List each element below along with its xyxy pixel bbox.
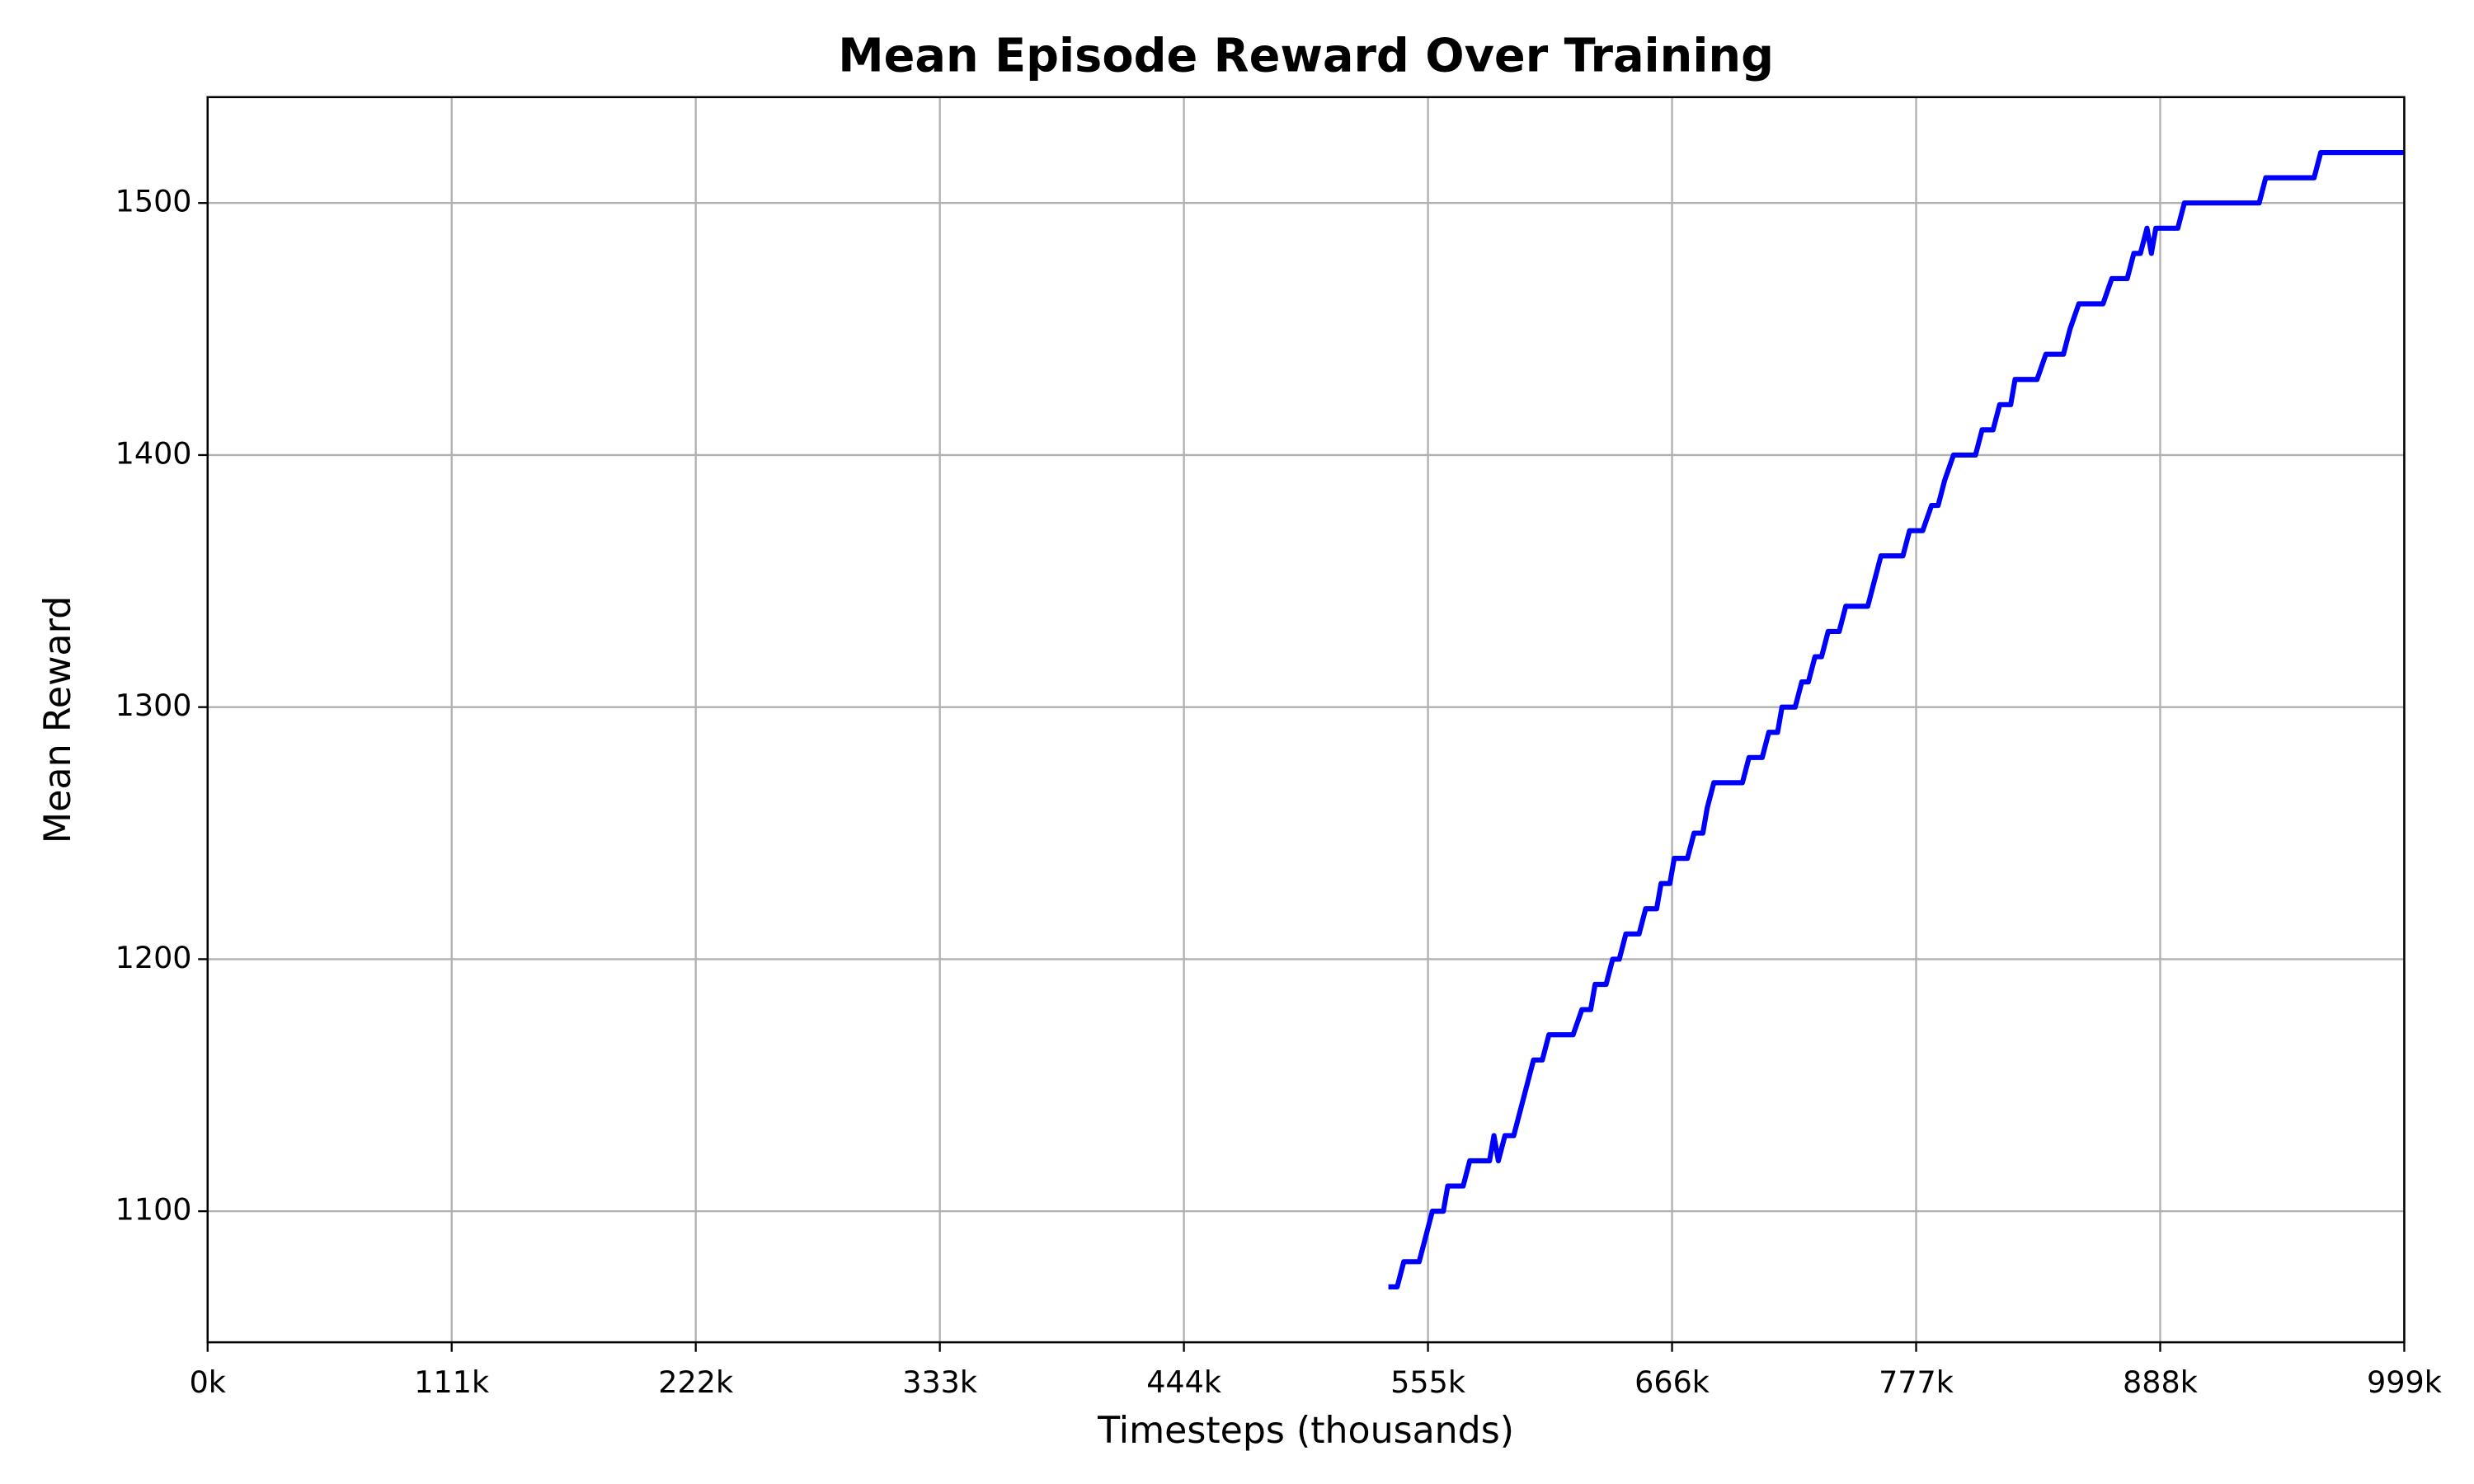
x-axis-label: Timesteps (thousands) <box>1097 1410 1514 1452</box>
y-axis-label: Mean Reward <box>37 596 79 843</box>
y-tick-label: 1300 <box>115 688 192 723</box>
y-tick-label: 1400 <box>115 435 192 471</box>
data-line <box>1388 149 2405 1289</box>
x-tick-label: 333k <box>902 1364 978 1400</box>
x-tick-label: 444k <box>1146 1364 1222 1400</box>
y-tick-label: 1100 <box>115 1192 192 1228</box>
x-tick-label: 666k <box>1634 1364 1710 1400</box>
x-tick-label: 222k <box>658 1364 734 1400</box>
chart-title: Mean Episode Reward Over Training <box>838 29 1774 82</box>
plot-frame <box>206 96 2406 1344</box>
x-tick-label: 0k <box>190 1364 227 1400</box>
y-tick-label: 1500 <box>115 184 192 219</box>
x-tick-label: 888k <box>2123 1364 2199 1400</box>
x-tick-label: 999k <box>2367 1364 2443 1400</box>
y-tick-label: 1200 <box>115 940 192 975</box>
x-tick-label: 555k <box>1390 1364 1466 1400</box>
x-tick-label: 111k <box>414 1364 490 1400</box>
x-tick-label: 777k <box>1879 1364 1954 1400</box>
